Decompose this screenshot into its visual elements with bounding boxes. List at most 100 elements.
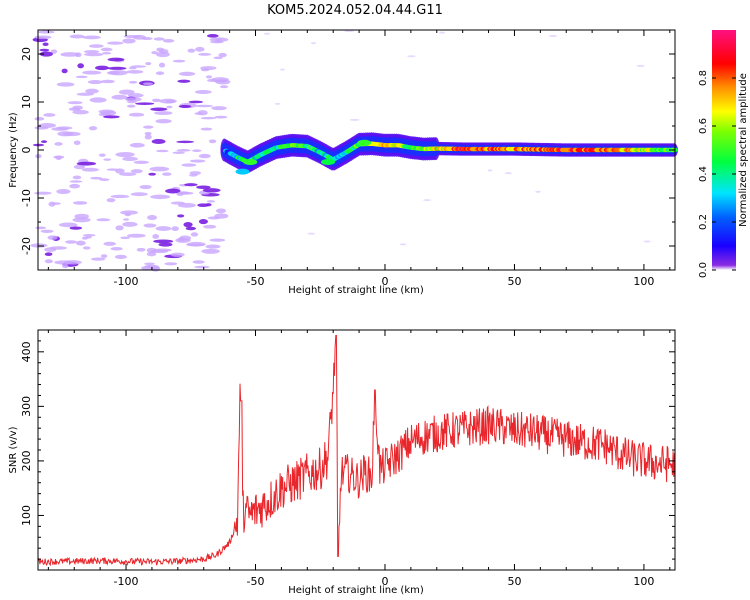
- noise-blob: [423, 199, 432, 202]
- noise-blob: [147, 215, 158, 221]
- noise-blob: [310, 42, 316, 45]
- spectrogram-y-tick-label: 20: [20, 47, 33, 61]
- noise-blob: [130, 192, 148, 197]
- noise-blob: [47, 235, 58, 240]
- chart-title: KOM5.2024.052.04.44.G11: [267, 3, 443, 18]
- noise-blob: [39, 48, 50, 52]
- noise-blob: [155, 226, 172, 231]
- noise-blob: [127, 93, 144, 98]
- noise-blob: [108, 70, 128, 76]
- noise-blob: [130, 169, 143, 174]
- noise-blob: [111, 94, 128, 100]
- noise-blob: [77, 63, 84, 69]
- noise-blob: [115, 151, 135, 158]
- noise-blob: [149, 166, 170, 172]
- noise-blob: [188, 174, 198, 177]
- noise-blob: [194, 89, 212, 95]
- noise-blob: [98, 178, 110, 182]
- noise-blob: [143, 82, 154, 86]
- snr-plot-area: [38, 330, 675, 570]
- noise-blob: [211, 106, 227, 111]
- noise-blob: [177, 191, 190, 195]
- noise-blob: [219, 85, 229, 89]
- noise-blob: [140, 37, 153, 41]
- noise-blob: [206, 34, 219, 38]
- noise-blob: [183, 222, 193, 228]
- colorbar-tick-label: 0.8: [698, 70, 709, 86]
- noise-blob: [504, 172, 512, 175]
- noise-blob: [126, 69, 144, 74]
- noise-blob: [399, 243, 407, 246]
- spectrogram-y-tick-label: -10: [20, 189, 33, 207]
- noise-blob: [56, 82, 75, 87]
- noise-blob: [85, 235, 92, 239]
- noise-blob: [166, 105, 173, 109]
- noise-blob: [127, 104, 136, 108]
- noise-blob: [162, 172, 172, 176]
- noise-blob: [128, 80, 138, 84]
- noise-blob: [177, 237, 185, 242]
- noise-blob: [101, 52, 112, 55]
- noise-blob: [81, 167, 99, 172]
- colorbar-tick-label: 0.4: [698, 166, 709, 182]
- snr-x-tick-label: -50: [247, 575, 265, 588]
- noise-blob: [69, 34, 85, 39]
- noise-blob: [188, 100, 203, 104]
- noise-blob: [122, 38, 136, 44]
- noise-blob: [129, 142, 145, 148]
- noise-blob: [487, 169, 493, 172]
- noise-blob: [198, 218, 208, 225]
- noise-blob: [189, 171, 202, 176]
- noise-blob: [274, 102, 281, 105]
- noise-blob: [72, 217, 91, 223]
- noise-blob: [62, 263, 69, 269]
- spectrogram-x-tick-label: -50: [247, 275, 265, 288]
- noise-blob: [349, 118, 360, 121]
- noise-blob: [148, 172, 156, 176]
- noise-blob: [162, 38, 175, 43]
- colorbar-ticks: 0.0 0.2 0.4 0.6 0.8: [698, 70, 736, 278]
- noise-blob: [280, 68, 285, 71]
- noise-blob: [155, 119, 172, 124]
- noise-blob: [151, 51, 158, 55]
- noise-blob: [171, 226, 179, 232]
- noise-blob: [42, 42, 49, 46]
- noise-blob: [143, 223, 157, 228]
- noise-blob: [208, 139, 217, 144]
- noise-blob: [115, 225, 124, 231]
- noise-blob: [85, 88, 99, 94]
- noise-blob: [89, 97, 107, 103]
- noise-blob: [150, 107, 168, 111]
- noise-blob: [57, 131, 74, 137]
- noise-blob: [177, 79, 191, 83]
- noise-blob: [636, 64, 645, 67]
- noise-blob: [103, 115, 120, 119]
- noise-blob: [83, 49, 100, 54]
- snr-ticks: -100 -50 0 50 100 100 200 300 400: [20, 329, 675, 588]
- noise-blob: [128, 66, 137, 70]
- noise-blob: [88, 126, 98, 131]
- noise-blob: [73, 164, 86, 170]
- noise-blob: [103, 158, 112, 161]
- colorbar-tick-label: 0.2: [698, 214, 709, 230]
- noise-blob: [143, 125, 154, 129]
- noise-blob: [33, 191, 52, 195]
- noise-blob: [151, 138, 166, 145]
- noise-blob: [146, 251, 157, 257]
- noise-blob: [200, 68, 210, 72]
- noise-blob: [196, 185, 211, 190]
- noise-blob: [165, 188, 181, 194]
- noise-blob: [60, 52, 80, 57]
- noise-blob: [72, 175, 82, 180]
- noise-blob: [82, 70, 102, 75]
- noise-blob: [98, 153, 106, 157]
- noise-blob: [73, 140, 81, 146]
- noise-blob: [51, 202, 61, 205]
- noise-blob: [197, 110, 208, 116]
- snr-x-tick-label: 100: [633, 575, 654, 588]
- spectrogram-x-tick-label: -100: [114, 275, 139, 288]
- noise-blob: [194, 265, 210, 269]
- noise-blob: [194, 104, 214, 108]
